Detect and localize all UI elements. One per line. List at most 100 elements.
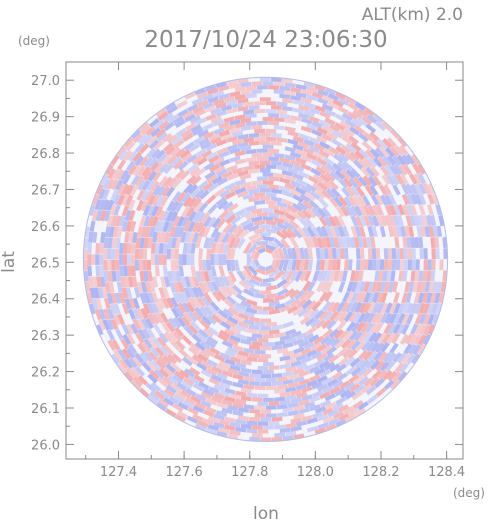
radar-cell — [412, 163, 421, 175]
radar-cell — [337, 215, 346, 227]
radar-cell — [391, 371, 402, 382]
radar-cell — [265, 413, 277, 418]
radar-cell — [202, 259, 208, 271]
radar-cell — [435, 248, 440, 259]
radar-cell — [177, 401, 189, 411]
radar-cell — [316, 236, 324, 249]
radar-cell — [133, 287, 141, 299]
radar-cell — [359, 226, 366, 238]
radar-cell — [192, 297, 202, 309]
radar-cell — [279, 177, 291, 184]
radar-cell — [292, 144, 304, 151]
radar-cell — [204, 105, 217, 113]
radar-cell — [298, 370, 310, 378]
radar-cell — [311, 300, 322, 312]
radar-cell — [224, 416, 236, 423]
radar-cell — [310, 342, 322, 351]
radar-cell — [273, 237, 286, 249]
radar-cell — [134, 352, 145, 364]
radar-cell — [129, 184, 139, 196]
radar-cell — [369, 148, 381, 159]
radar-cell — [135, 333, 145, 345]
radar-cell — [336, 301, 346, 313]
radar-cell — [362, 367, 373, 378]
radar-cell — [158, 332, 169, 344]
radar-cell — [410, 193, 418, 205]
radar-cell — [118, 149, 129, 161]
radar-cell — [139, 352, 149, 364]
radar-cell — [268, 148, 280, 154]
radar-cell — [290, 397, 302, 404]
radar-cell — [297, 170, 310, 179]
radar-cell — [199, 340, 211, 350]
radar-cell — [142, 259, 148, 271]
radar-cell — [368, 331, 378, 343]
radar-cell — [193, 306, 204, 318]
radar-cell — [94, 308, 102, 321]
radar-cell — [357, 312, 367, 324]
radar-cell — [290, 151, 302, 159]
radar-cell — [276, 347, 289, 354]
radar-cell — [417, 292, 425, 304]
radar-cell — [249, 409, 260, 414]
radar-cell — [265, 247, 274, 254]
radar-cell — [229, 393, 241, 400]
radar-cell — [322, 95, 334, 103]
radar-cell — [376, 204, 384, 216]
radar-cell — [300, 154, 313, 163]
radar-cell — [247, 265, 258, 277]
radar-cell — [99, 254, 104, 265]
radar-cell — [295, 84, 307, 90]
radar-cell — [161, 185, 171, 197]
radar-cell — [436, 225, 443, 237]
radar-cell — [303, 332, 315, 342]
radar-cell — [295, 92, 307, 99]
radar-cell — [223, 210, 235, 221]
radar-cell — [155, 107, 167, 118]
radar-cell — [414, 303, 422, 315]
radar-cell — [175, 270, 182, 283]
radar-cell — [397, 136, 408, 148]
radar-cell — [117, 313, 125, 326]
radar-cell — [248, 324, 260, 331]
radar-cell — [335, 396, 347, 406]
radar-cell — [378, 184, 388, 196]
radar-cell — [298, 112, 310, 120]
radar-cell — [285, 431, 297, 437]
radar-cell — [139, 215, 147, 227]
radar-cell — [132, 276, 138, 288]
radar-cell — [259, 140, 271, 145]
radar-cell — [245, 307, 258, 315]
radar-cell — [110, 292, 118, 304]
radar-cell — [147, 337, 158, 349]
radar-cell — [137, 375, 149, 386]
radar-cell — [156, 185, 166, 197]
radar-cell — [327, 409, 339, 418]
radar-cell — [430, 237, 436, 248]
radar-cell — [274, 424, 286, 430]
radar-cell — [225, 319, 237, 328]
radar-cell — [137, 179, 147, 191]
radar-cell — [234, 86, 246, 92]
radar-cell — [222, 242, 229, 254]
radar-cell — [397, 214, 404, 227]
radar-cell — [265, 192, 277, 197]
radar-cell — [198, 225, 207, 238]
radar-cell — [238, 280, 250, 291]
radar-cell — [282, 407, 294, 413]
radar-cell — [116, 281, 123, 293]
radar-cell — [124, 231, 130, 243]
radar-cell — [329, 197, 339, 208]
radar-cell — [273, 152, 285, 159]
radar-cell — [427, 193, 435, 205]
radar-cell — [350, 167, 361, 179]
radar-cell — [371, 204, 380, 217]
radar-cell — [229, 91, 241, 97]
radar-cell — [319, 111, 331, 119]
radar-cell — [423, 259, 428, 271]
radar-cell — [260, 382, 272, 386]
radar-cell — [88, 231, 94, 243]
radar-cell — [401, 204, 410, 216]
radar-cell — [383, 281, 391, 293]
radar-cell — [169, 146, 181, 157]
